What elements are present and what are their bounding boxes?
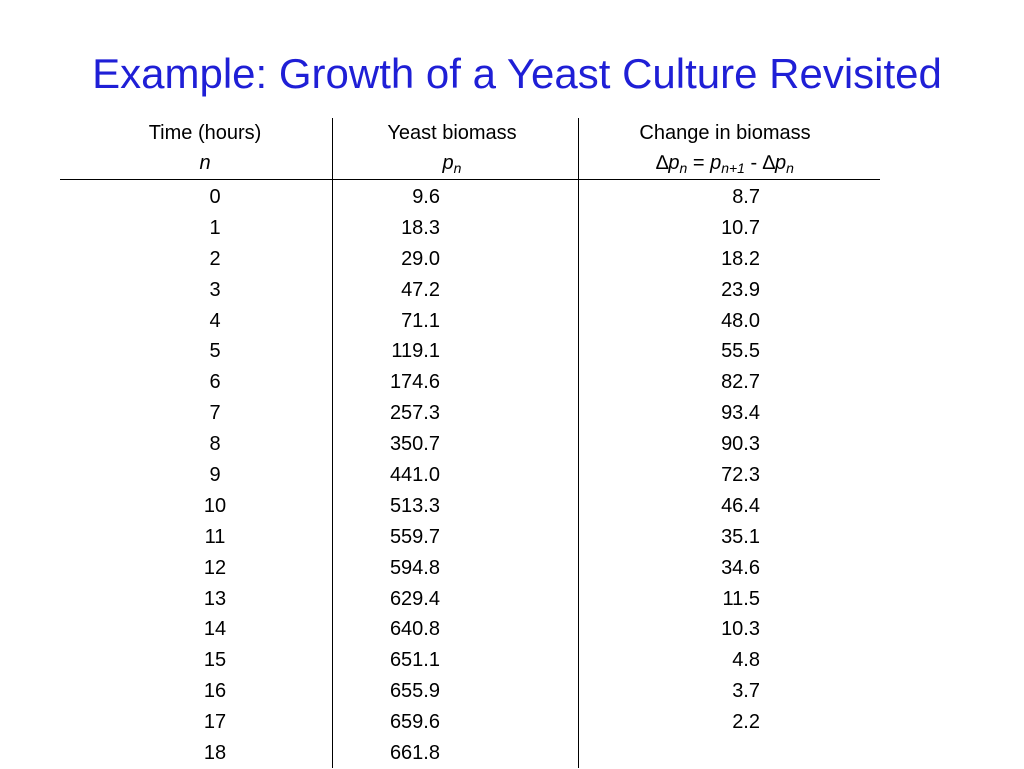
change-cell: 72.3 — [721, 464, 760, 487]
change-cell: 23.9 — [721, 278, 760, 301]
change-cell: 93.4 — [721, 402, 760, 425]
header-biomass: Yeast biomass — [387, 122, 517, 144]
column-divider-2 — [578, 118, 579, 768]
change-cell: 35.1 — [721, 525, 760, 548]
change-cell: 3.7 — [732, 680, 760, 703]
header-time: Time (hours) — [148, 122, 262, 144]
time-cell: 4 — [209, 309, 221, 332]
table-row: 10 513.3 46.4 — [60, 491, 880, 522]
table-row: 9 441.0 72.3 — [60, 460, 880, 491]
table-row: 18 661.8 — [60, 738, 880, 769]
table-row: 2 29.0 18.2 — [60, 244, 880, 275]
table-row: 6 174.6 82.7 — [60, 367, 880, 398]
header-underline — [60, 179, 880, 180]
time-cell: 14 — [203, 618, 227, 641]
biomass-cell: 18.3 — [401, 216, 440, 239]
table-row: 11 559.7 35.1 — [60, 522, 880, 553]
biomass-cell: 661.8 — [389, 742, 440, 765]
biomass-cell: 174.6 — [389, 371, 440, 394]
biomass-cell: 513.3 — [389, 494, 440, 517]
table-row: 1 18.3 10.7 — [60, 213, 880, 244]
biomass-cell: 629.4 — [389, 587, 440, 610]
time-cell: 9 — [209, 464, 221, 487]
time-cell: 1 — [209, 216, 221, 239]
table-row: 0 9.6 8.7 — [60, 182, 880, 213]
change-cell: 48.0 — [721, 309, 760, 332]
biomass-cell: 29.0 — [401, 247, 440, 270]
time-cell: 17 — [203, 711, 227, 734]
biomass-cell: 655.9 — [389, 680, 440, 703]
time-cell: 7 — [209, 402, 221, 425]
slide-title: Example: Growth of a Yeast Culture Revis… — [92, 50, 942, 97]
table-row: 16 655.9 3.7 — [60, 676, 880, 707]
biomass-cell: 640.8 — [389, 618, 440, 641]
change-cell: 46.4 — [721, 494, 760, 517]
table-row: 5 119.1 55.5 — [60, 336, 880, 367]
time-cell: 10 — [203, 494, 227, 517]
table-row: 3 47.2 23.9 — [60, 275, 880, 306]
biomass-cell: 559.7 — [389, 525, 440, 548]
change-cell: 10.3 — [721, 618, 760, 641]
table-body: 0 9.6 8.7 1 18.3 10.7 2 29.0 18.2 3 47.2 23.9 4 71.1 4… — [60, 182, 880, 769]
biomass-cell: 119.1 — [391, 340, 440, 363]
time-cell: 8 — [209, 433, 221, 456]
time-cell: 0 — [209, 186, 221, 208]
time-cell: 16 — [203, 680, 227, 703]
biomass-cell: 350.7 — [389, 433, 440, 456]
time-cell: 5 — [209, 340, 221, 363]
change-cell: 10.7 — [721, 216, 760, 239]
change-cell: 2.2 — [732, 711, 760, 734]
biomass-cell: 651.1 — [389, 649, 440, 672]
biomass-cell: 594.8 — [389, 556, 440, 579]
table-row: 17 659.6 2.2 — [60, 707, 880, 738]
time-cell: 18 — [203, 742, 227, 765]
table-row: 4 71.1 48.0 — [60, 306, 880, 337]
change-cell: 34.6 — [721, 556, 760, 579]
header-time-var: n — [199, 152, 211, 174]
change-cell: 4.8 — [732, 649, 760, 672]
biomass-cell: 441.0 — [389, 464, 440, 487]
data-table: Time (hours) n Yeast biomass pn Change i… — [60, 118, 880, 768]
time-cell: 6 — [209, 371, 221, 394]
table-row: 13 629.4 11.5 — [60, 584, 880, 615]
header-change: Change in biomass — [639, 122, 811, 144]
time-cell: 3 — [209, 278, 221, 301]
table-row: 15 651.1 4.8 — [60, 645, 880, 676]
time-cell: 2 — [209, 247, 221, 270]
biomass-cell: 9.6 — [412, 186, 440, 208]
biomass-cell: 71.1 — [401, 309, 440, 332]
time-cell: 15 — [203, 649, 227, 672]
biomass-cell: 659.6 — [389, 711, 440, 734]
table-row: 8 350.7 90.3 — [60, 429, 880, 460]
biomass-cell: 257.3 — [389, 402, 440, 425]
time-cell: 13 — [203, 587, 227, 610]
change-cell: 55.5 — [721, 340, 760, 363]
table-row: 7 257.3 93.4 — [60, 398, 880, 429]
change-cell: 18.2 — [721, 247, 760, 270]
change-cell: 90.3 — [721, 433, 760, 456]
table-row: 14 640.8 10.3 — [60, 614, 880, 645]
time-cell: 12 — [203, 556, 227, 579]
table-row: 12 594.8 34.6 — [60, 553, 880, 584]
change-cell: 82.7 — [721, 371, 760, 394]
change-cell: 8.7 — [732, 186, 760, 208]
time-cell: 11 — [204, 525, 226, 548]
header-change-formula: ∆pn = pn+1 - ∆pn — [656, 152, 794, 176]
biomass-cell: 47.2 — [401, 278, 440, 301]
change-cell: 11.5 — [722, 587, 760, 610]
column-divider-1 — [332, 118, 333, 768]
header-biomass-var: pn — [442, 152, 462, 176]
